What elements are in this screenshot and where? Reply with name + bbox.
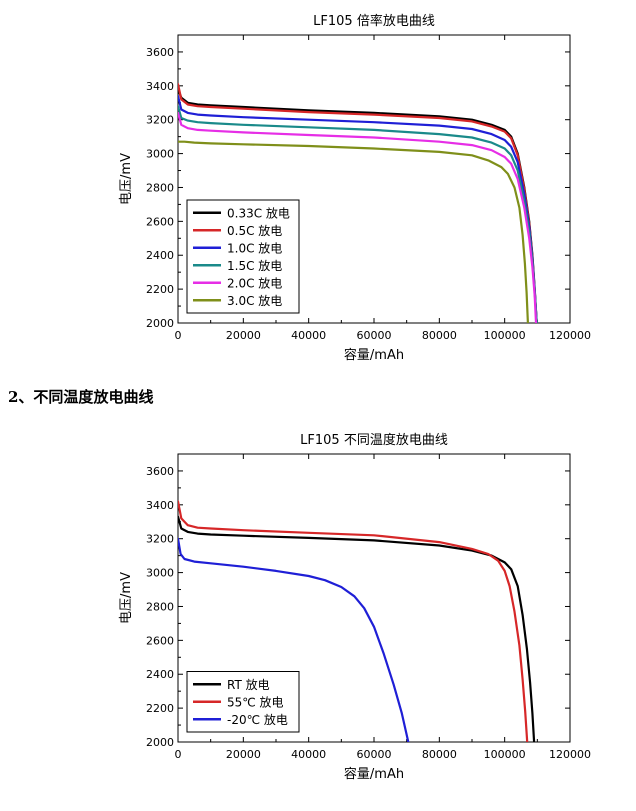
x-tick-label: 80000	[422, 329, 457, 342]
legend-label: 0.5C 放电	[227, 223, 282, 238]
legend-label: 3.0C 放电	[227, 293, 282, 308]
y-tick-label: 3200	[146, 533, 174, 546]
rate-discharge-plot: LF105 倍率放电曲线 0 20000 40000 60000 80000 100000 1…	[119, 13, 591, 363]
x-axis-label: 容量/mAh	[344, 347, 404, 363]
series-group	[178, 82, 538, 323]
temperature-discharge-plot: LF105 不同温度放电曲线 0 20000 40000 60000 80000 10000…	[119, 432, 591, 782]
section-heading: 2、不同温度放电曲线	[8, 388, 154, 406]
rate-discharge-chart: LF105 倍率放电曲线 0 20000 40000 60000 80000 100000 1…	[0, 0, 636, 372]
x-tick-label: 40000	[291, 329, 326, 342]
legend-label: RT 放电	[227, 677, 270, 692]
y-tick-label: 2400	[146, 668, 174, 681]
series-line-2	[178, 537, 410, 742]
series-line-1	[178, 500, 529, 742]
y-axis-label: 电压/mV	[119, 153, 134, 205]
x-tick-label: 120000	[549, 748, 591, 761]
y-tick-label: 3600	[146, 465, 174, 478]
y-tick-label: 2600	[146, 215, 174, 228]
x-tick-label: 100000	[484, 329, 526, 342]
legend-label: 2.0C 放电	[227, 275, 282, 290]
y-tick-label: 3000	[146, 567, 174, 580]
y-tick-label: 3400	[146, 80, 174, 93]
legend: 0.33C 放电 0.5C 放电 1.0C 放电 1.5C 放电 2.0C 放电 3.0C…	[186, 199, 300, 314]
legend-label: 0.33C 放电	[227, 205, 290, 220]
legend-label: 55℃ 放电	[227, 694, 284, 709]
x-tick-label: 0	[175, 329, 182, 342]
x-tick-label: 120000	[549, 329, 591, 342]
legend: RT 放电 55℃ 放电 -20℃ 放电	[186, 671, 300, 733]
y-tick-label: 2200	[146, 283, 174, 296]
y-tick-label: 2200	[146, 702, 174, 715]
y-tick-label: 2800	[146, 600, 174, 613]
x-tick-label: 60000	[357, 748, 392, 761]
y-tick-label: 2400	[146, 249, 174, 262]
y-axis-label: 电压/mV	[119, 572, 134, 624]
series-line-4	[178, 111, 538, 323]
y-tick-label: 2600	[146, 634, 174, 647]
y-tick-label: 3000	[146, 148, 174, 161]
x-tick-label: 80000	[422, 748, 457, 761]
series-group	[178, 500, 536, 742]
legend-label: 1.0C 放电	[227, 240, 282, 255]
series-line-5	[178, 140, 530, 323]
x-tick-label: 20000	[226, 329, 261, 342]
chart-title: LF105 倍率放电曲线	[313, 13, 435, 29]
x-tick-label: 20000	[226, 748, 261, 761]
y-tick-label: 2000	[146, 736, 174, 749]
temperature-discharge-chart: LF105 不同温度放电曲线 0 20000 40000 60000 80000 10000…	[0, 420, 636, 811]
y-tick-label: 3400	[146, 499, 174, 512]
series-line-0	[178, 515, 536, 742]
legend-label: -20℃ 放电	[227, 712, 288, 727]
y-tick-label: 3600	[146, 46, 174, 59]
chart-title: LF105 不同温度放电曲线	[300, 432, 448, 448]
x-tick-label: 0	[175, 748, 182, 761]
x-tick-label: 60000	[357, 329, 392, 342]
y-tick-label: 2800	[146, 181, 174, 194]
legend-label: 1.5C 放电	[227, 258, 282, 273]
x-axis-label: 容量/mAh	[344, 766, 404, 782]
x-tick-label: 100000	[484, 748, 526, 761]
x-tick-label: 40000	[291, 748, 326, 761]
y-tick-label: 3200	[146, 114, 174, 127]
legend-box	[186, 199, 300, 314]
y-tick-label: 2000	[146, 317, 174, 330]
